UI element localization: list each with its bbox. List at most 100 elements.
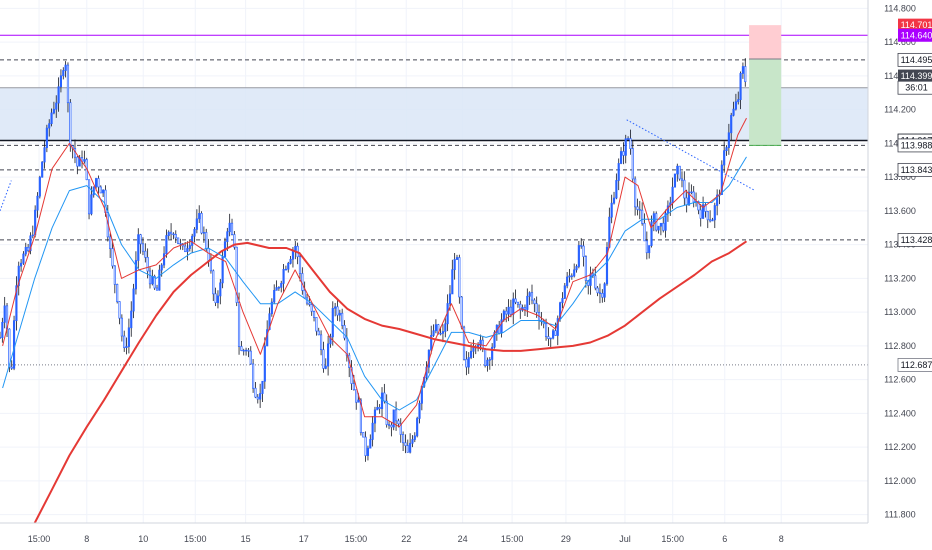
candle-body (341, 312, 344, 326)
candle-body (261, 380, 264, 394)
candle-body (559, 302, 562, 319)
candle-body (230, 222, 234, 235)
candle-body (139, 234, 142, 245)
candle-body (256, 396, 259, 400)
candle-body (535, 303, 538, 313)
candle-body (165, 235, 168, 255)
candle-body (399, 423, 402, 435)
moving-average-line (33, 240, 748, 524)
candle-body (125, 346, 128, 348)
candle-body (59, 75, 63, 88)
candle-body (662, 222, 665, 231)
candle-body (741, 66, 744, 74)
candle-body (249, 350, 252, 365)
price-label-text: 113.843 (901, 165, 932, 175)
price-label-text: 114.399 (901, 71, 932, 81)
candle-body (22, 253, 25, 264)
time-tick-label: 15:00 (501, 534, 524, 544)
candle-body (214, 293, 217, 304)
candle-body (690, 191, 693, 194)
candle-body (732, 108, 735, 116)
candle-body (24, 246, 27, 255)
candle-body (673, 173, 677, 188)
candle-body (596, 287, 599, 294)
candle-body (378, 407, 381, 410)
candle-body (242, 350, 245, 352)
price-label-box (897, 162, 932, 177)
time-tick-label: Jul (619, 534, 631, 544)
candle-body (111, 248, 114, 267)
candle-body (582, 245, 585, 257)
candle-body (132, 288, 135, 312)
candle-body (247, 349, 250, 352)
candle-body (692, 191, 695, 203)
candle-body (598, 292, 602, 294)
candle-body (109, 236, 112, 249)
candle-body (95, 178, 98, 188)
candle-body (725, 147, 728, 152)
candle-body (289, 258, 292, 264)
candle-body (357, 399, 360, 403)
moving-average-line (2, 117, 747, 428)
candle-body (179, 243, 182, 245)
stop-loss-zone[interactable] (749, 25, 782, 60)
candle-body (329, 336, 332, 345)
candle-body (69, 102, 72, 147)
candle-body (336, 306, 339, 316)
candle-body (530, 292, 534, 301)
price-tick-label: 112.600 (884, 375, 916, 385)
candle-body (317, 330, 320, 336)
candle-body (650, 221, 653, 246)
candle-body (486, 359, 489, 367)
price-tick-label: 113.000 (884, 307, 916, 317)
candle-body (469, 350, 473, 358)
price-tick-label: 114.600 (884, 37, 916, 47)
candle-body (734, 101, 737, 110)
candle-body (284, 268, 287, 271)
candle-body (643, 222, 646, 242)
candle-body (460, 296, 463, 328)
candle-body (549, 337, 552, 340)
candle-body (570, 275, 573, 278)
candle-body (345, 337, 348, 356)
candle-body (659, 222, 662, 227)
time-axis-background (0, 523, 932, 550)
candle-body (50, 112, 53, 124)
candle-body (191, 235, 194, 246)
candle-body (327, 343, 330, 367)
candle-body (737, 99, 740, 103)
price-label-text: 114.495 (901, 55, 932, 65)
candle-body (102, 189, 105, 194)
time-tick-label: 10 (138, 534, 148, 544)
price-tick-label: 112.800 (884, 341, 916, 351)
candle-body (739, 73, 742, 100)
candle-body (48, 123, 51, 129)
candle-body (561, 298, 564, 304)
price-label-box (898, 18, 932, 32)
candle-body (685, 197, 688, 206)
price-tick-label: 113.600 (884, 206, 916, 216)
price-tick-label: 113.800 (884, 172, 916, 182)
time-tick-label: 8 (84, 534, 89, 544)
candle-body (671, 186, 674, 204)
candle-body (568, 275, 571, 278)
plot-background (0, 0, 868, 523)
take-profit-zone[interactable] (749, 59, 782, 146)
candle-body (12, 320, 16, 369)
candle-body (472, 347, 475, 352)
candle-body (120, 317, 123, 337)
candle-body (409, 442, 412, 453)
candle-body (416, 418, 419, 437)
candle-body (484, 348, 487, 367)
candle-body (380, 392, 384, 410)
candle-body (158, 269, 161, 291)
candle-body (605, 246, 609, 285)
candle-body (402, 434, 405, 444)
candle-body (233, 234, 236, 248)
candle-body (184, 245, 187, 253)
candle-body (624, 138, 627, 156)
time-tick-label: 24 (458, 534, 468, 544)
candle-body (144, 250, 147, 258)
